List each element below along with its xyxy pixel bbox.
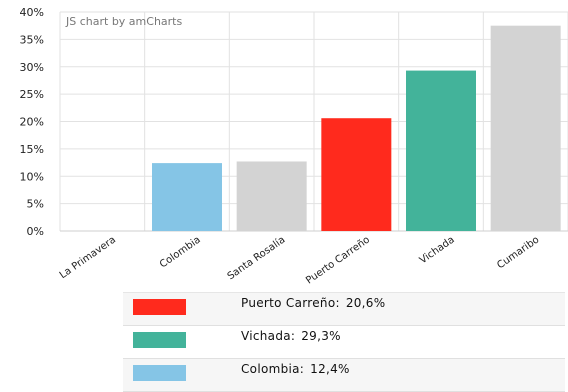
chart-legend: Puerto Carreño: 20,6% Vichada: 29,3% Colom… [123, 292, 565, 392]
y-tick-label: 30% [20, 61, 44, 74]
y-tick-label: 10% [20, 170, 44, 183]
chart-bars [152, 25, 561, 232]
bar[interactable] [321, 118, 392, 231]
legend-item[interactable]: Puerto Carreño: 20,6% [123, 292, 565, 326]
bar[interactable] [152, 163, 222, 231]
y-axis-ticks: 0% 5% 10% 15% 20% 25% 30% 35% 40% [20, 6, 44, 238]
x-axis-ticks: La Primavera Colombia Santa Rosalía Puerto … [58, 234, 542, 287]
bar-chart: 0% 5% 10% 15% 20% 25% 30% 35% 40% La Primavera Co… [20, 6, 568, 287]
y-tick-label: 0% [27, 225, 44, 238]
x-tick-label: La Primavera [58, 234, 118, 281]
x-tick-label: Santa Rosalía [225, 234, 287, 283]
x-tick-label: Puerto Carreño [304, 234, 372, 286]
legend-swatch [133, 332, 186, 348]
bar[interactable] [490, 25, 561, 231]
legend-swatch [133, 299, 186, 315]
chart-grid [59, 11, 568, 232]
y-tick-label: 20% [20, 116, 44, 129]
bar[interactable] [406, 70, 476, 232]
legend-item[interactable]: Colombia: 12,4% [123, 359, 565, 392]
x-tick-label: Colombia [158, 234, 203, 270]
y-tick-label: 25% [20, 88, 44, 101]
legend-label: Colombia: 12,4% [241, 362, 350, 376]
y-tick-label: 5% [27, 198, 44, 211]
legend-swatch [133, 365, 186, 381]
bar[interactable] [236, 161, 307, 231]
legend-label: Vichada: 29,3% [241, 329, 341, 343]
y-tick-label: 35% [20, 33, 44, 46]
y-tick-label: 15% [20, 143, 44, 156]
x-tick-label: Cumaribo [495, 234, 541, 271]
legend-item[interactable]: Vichada: 29,3% [123, 326, 565, 359]
legend-label: Puerto Carreño: 20,6% [241, 296, 386, 310]
x-tick-label: Vichada [418, 234, 457, 266]
y-tick-label: 40% [20, 6, 44, 19]
chart-watermark[interactable]: JS chart by amCharts [65, 15, 182, 28]
